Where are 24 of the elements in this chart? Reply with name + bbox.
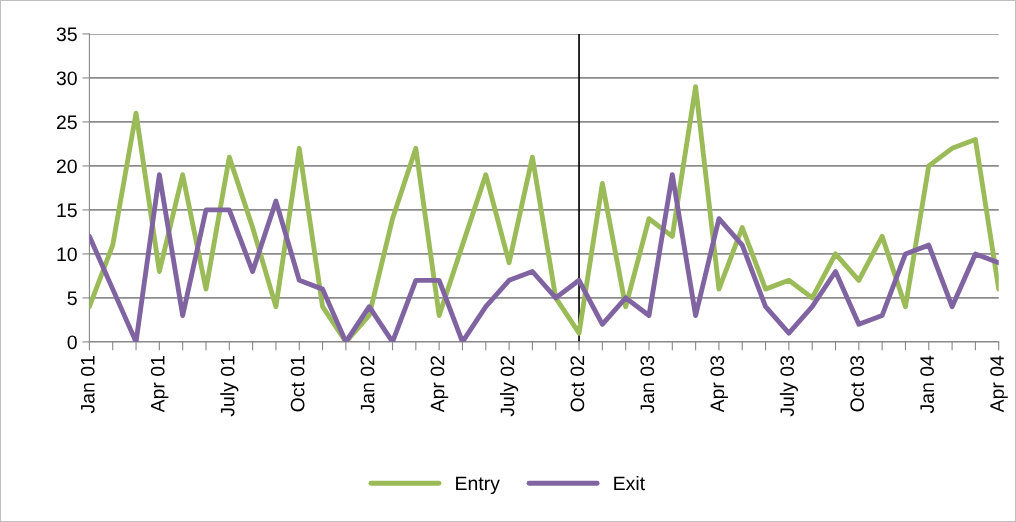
y-tick-label: 20 — [56, 159, 77, 174]
x-tick-label: Oct 02 — [570, 356, 585, 412]
y-tick-label: 35 — [56, 27, 77, 42]
y-tick-label: 30 — [56, 71, 77, 86]
x-tick-label: Apr 04 — [990, 355, 1008, 413]
y-tick-label: 5 — [67, 291, 77, 306]
legend-label: Entry — [456, 476, 500, 495]
x-tick-label: Jan 02 — [360, 356, 375, 414]
x-tick-label: Jan 03 — [640, 355, 655, 414]
x-tick-label: Apr 03 — [710, 355, 728, 413]
x-tick-label: July 02 — [500, 356, 519, 417]
x-tick-label: Jan 04 — [920, 355, 934, 414]
x-tick-label: Apr 02 — [430, 356, 449, 413]
x-tick-label: July 03 — [779, 355, 798, 417]
y-tick-label: 0 — [67, 335, 77, 350]
y-tick-label: 10 — [57, 247, 77, 262]
x-tick-label: Oct 01 — [290, 356, 305, 412]
x-tick-label: July 01 — [220, 356, 239, 417]
x-tick-label: Oct 03 — [850, 355, 865, 412]
x-tick-label: Apr 01 — [150, 356, 169, 413]
y-tick-label: 15 — [57, 203, 77, 218]
x-tick-label: Jan 01 — [80, 356, 95, 414]
legend-label: Exit — [614, 475, 645, 491]
y-tick-label: 25 — [56, 115, 77, 130]
